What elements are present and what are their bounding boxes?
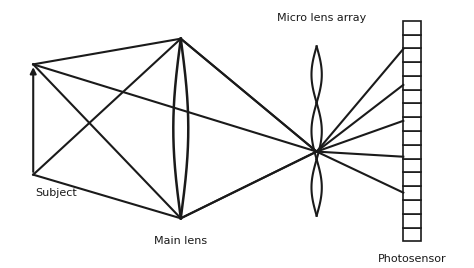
Bar (403, 76, 421, 90)
Bar (403, 172, 421, 186)
Bar (403, 186, 421, 200)
Bar (403, 145, 421, 159)
Text: Photosensor: Photosensor (378, 254, 447, 264)
Bar (403, 62, 421, 76)
Text: Main lens: Main lens (154, 236, 207, 246)
Text: Subject: Subject (36, 188, 77, 198)
Text: Micro lens array: Micro lens array (277, 13, 366, 23)
Bar (403, 35, 421, 48)
Bar (403, 228, 421, 241)
Bar (403, 90, 421, 103)
Bar (403, 48, 421, 62)
Bar (403, 103, 421, 117)
Bar (403, 159, 421, 172)
Bar (403, 117, 421, 131)
Bar (403, 200, 421, 214)
Bar (403, 21, 421, 35)
Bar (403, 214, 421, 228)
Bar (403, 131, 421, 145)
